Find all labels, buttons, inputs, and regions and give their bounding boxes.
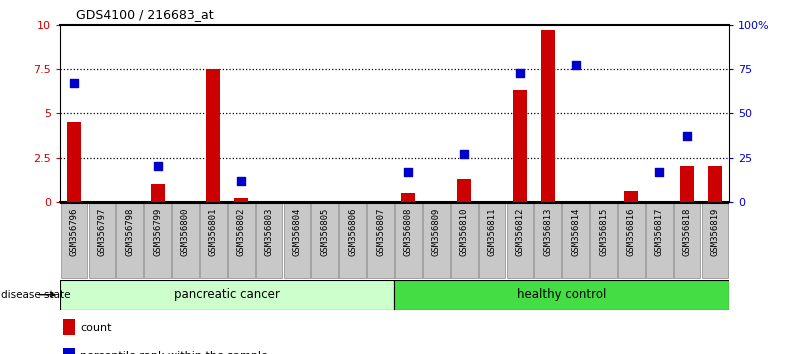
Text: GSM356810: GSM356810 <box>460 208 469 256</box>
Text: GSM356817: GSM356817 <box>654 208 664 256</box>
FancyBboxPatch shape <box>395 203 422 278</box>
FancyBboxPatch shape <box>256 203 283 278</box>
Bar <box>680 166 694 202</box>
Text: GSM356806: GSM356806 <box>348 208 357 256</box>
Point <box>570 63 582 68</box>
FancyBboxPatch shape <box>284 203 310 278</box>
FancyBboxPatch shape <box>590 203 617 278</box>
Text: GSM356812: GSM356812 <box>515 208 525 256</box>
FancyBboxPatch shape <box>312 203 338 278</box>
Point <box>681 133 694 139</box>
FancyBboxPatch shape <box>451 203 477 278</box>
Text: percentile rank within the sample: percentile rank within the sample <box>80 351 268 354</box>
Text: GSM356796: GSM356796 <box>70 208 78 256</box>
Text: GSM356811: GSM356811 <box>488 208 497 256</box>
FancyBboxPatch shape <box>702 203 728 278</box>
Point <box>513 70 526 75</box>
FancyBboxPatch shape <box>172 203 199 278</box>
Text: disease state: disease state <box>2 290 70 300</box>
Bar <box>151 184 164 202</box>
Bar <box>63 319 75 335</box>
Bar <box>234 198 248 202</box>
FancyBboxPatch shape <box>534 203 562 278</box>
Text: GSM356816: GSM356816 <box>627 208 636 256</box>
FancyBboxPatch shape <box>423 203 449 278</box>
FancyBboxPatch shape <box>200 203 227 278</box>
Text: GSM356805: GSM356805 <box>320 208 329 256</box>
Bar <box>207 69 220 202</box>
Text: GSM356814: GSM356814 <box>571 208 580 256</box>
FancyBboxPatch shape <box>394 280 729 310</box>
Text: count: count <box>80 322 111 333</box>
FancyBboxPatch shape <box>506 203 533 278</box>
Point <box>457 151 470 157</box>
Text: GSM356800: GSM356800 <box>181 208 190 256</box>
FancyBboxPatch shape <box>618 203 645 278</box>
FancyBboxPatch shape <box>60 280 394 310</box>
FancyBboxPatch shape <box>61 203 87 278</box>
FancyBboxPatch shape <box>88 203 115 278</box>
Bar <box>401 193 416 202</box>
Bar <box>708 166 722 202</box>
FancyBboxPatch shape <box>367 203 394 278</box>
Text: GSM356808: GSM356808 <box>404 208 413 256</box>
Text: GSM356802: GSM356802 <box>237 208 246 256</box>
FancyBboxPatch shape <box>227 203 255 278</box>
Bar <box>541 30 555 202</box>
Text: GSM356804: GSM356804 <box>292 208 301 256</box>
Text: GSM356815: GSM356815 <box>599 208 608 256</box>
Bar <box>513 90 527 202</box>
Text: GSM356807: GSM356807 <box>376 208 385 256</box>
FancyBboxPatch shape <box>144 203 171 278</box>
FancyBboxPatch shape <box>646 203 673 278</box>
Text: GSM356797: GSM356797 <box>98 208 107 256</box>
FancyBboxPatch shape <box>479 203 505 278</box>
FancyBboxPatch shape <box>562 203 589 278</box>
Text: GSM356809: GSM356809 <box>432 208 441 256</box>
Point <box>402 169 415 175</box>
Point <box>151 164 164 169</box>
Text: GSM356818: GSM356818 <box>682 208 691 256</box>
FancyBboxPatch shape <box>60 280 729 310</box>
Text: GSM356799: GSM356799 <box>153 208 162 256</box>
Bar <box>625 191 638 202</box>
Bar <box>457 179 471 202</box>
Bar <box>63 348 75 354</box>
Point <box>235 178 248 183</box>
Text: GSM356798: GSM356798 <box>125 208 135 256</box>
Text: pancreatic cancer: pancreatic cancer <box>175 288 280 301</box>
Text: GSM356801: GSM356801 <box>209 208 218 256</box>
Point <box>67 80 80 86</box>
Text: GSM356813: GSM356813 <box>543 208 552 256</box>
FancyBboxPatch shape <box>674 203 701 278</box>
Text: healthy control: healthy control <box>517 288 606 301</box>
FancyBboxPatch shape <box>116 203 143 278</box>
Point <box>653 169 666 175</box>
Text: GSM356819: GSM356819 <box>710 208 719 256</box>
Text: GDS4100 / 216683_at: GDS4100 / 216683_at <box>76 8 214 21</box>
FancyBboxPatch shape <box>340 203 366 278</box>
Bar <box>67 122 81 202</box>
Text: GSM356803: GSM356803 <box>264 208 274 256</box>
